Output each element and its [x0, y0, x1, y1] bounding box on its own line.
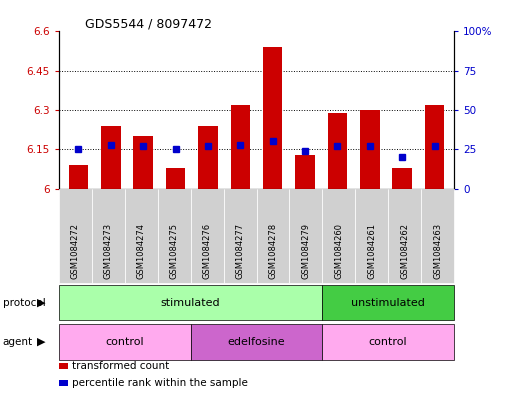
- Text: ▶: ▶: [37, 337, 46, 347]
- Text: GSM1084260: GSM1084260: [334, 223, 343, 279]
- Text: stimulated: stimulated: [161, 298, 221, 308]
- Text: GSM1084275: GSM1084275: [170, 223, 179, 279]
- Bar: [69, 165, 88, 189]
- Bar: [133, 136, 153, 189]
- Text: control: control: [369, 337, 407, 347]
- Text: percentile rank within the sample: percentile rank within the sample: [72, 378, 248, 388]
- Text: GSM1084276: GSM1084276: [203, 223, 212, 279]
- Text: GSM1084277: GSM1084277: [235, 223, 245, 279]
- Text: GSM1084279: GSM1084279: [301, 223, 310, 279]
- Bar: [101, 126, 121, 189]
- Text: GSM1084262: GSM1084262: [400, 223, 409, 279]
- Text: edelfosine: edelfosine: [228, 337, 285, 347]
- Bar: [198, 126, 218, 189]
- Text: ▶: ▶: [37, 298, 46, 308]
- Bar: [425, 105, 444, 189]
- Bar: [295, 154, 315, 189]
- Text: GSM1084261: GSM1084261: [367, 223, 376, 279]
- Text: GSM1084274: GSM1084274: [137, 223, 146, 279]
- Bar: [231, 105, 250, 189]
- Text: GSM1084278: GSM1084278: [268, 223, 278, 279]
- Bar: [328, 113, 347, 189]
- Text: GSM1084272: GSM1084272: [71, 223, 80, 279]
- Bar: [360, 110, 380, 189]
- Bar: [263, 47, 282, 189]
- Text: transformed count: transformed count: [72, 361, 169, 371]
- Text: GSM1084263: GSM1084263: [433, 223, 442, 279]
- Bar: [392, 168, 412, 189]
- Bar: [166, 168, 185, 189]
- Text: unstimulated: unstimulated: [351, 298, 425, 308]
- Text: GDS5544 / 8097472: GDS5544 / 8097472: [85, 18, 212, 31]
- Text: agent: agent: [3, 337, 33, 347]
- Text: control: control: [106, 337, 144, 347]
- Text: GSM1084273: GSM1084273: [104, 223, 113, 279]
- Text: protocol: protocol: [3, 298, 45, 308]
